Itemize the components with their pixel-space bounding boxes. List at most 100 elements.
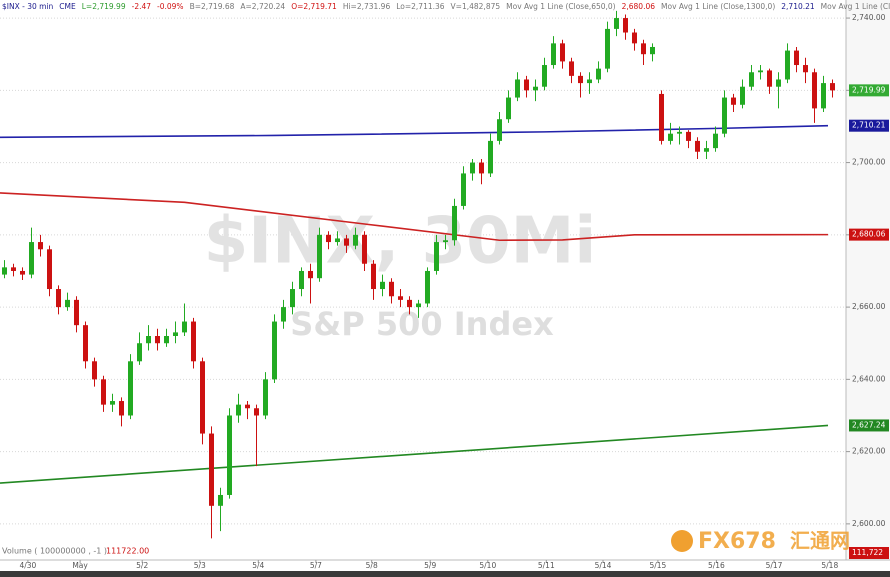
watermark: $INX, 30Mi	[204, 205, 597, 279]
x-tick-label: 5/16	[708, 561, 725, 570]
candle-body	[830, 83, 835, 91]
candle-body	[236, 404, 241, 416]
candle-body	[371, 263, 376, 290]
candle-body	[389, 281, 394, 297]
candle-body	[785, 50, 790, 80]
price-marker-label: 2,719.99	[852, 85, 886, 94]
candle-body	[632, 32, 637, 44]
candle-body	[128, 361, 133, 416]
volume-label: Volume ( 100000000 , -1 )	[2, 547, 107, 556]
candle-body	[596, 68, 601, 80]
candle-body	[605, 28, 610, 69]
candle-body	[146, 336, 151, 344]
subtitle: S&P 500 Index	[290, 305, 554, 343]
candle-body	[11, 267, 16, 271]
x-tick-label: 5/11	[538, 561, 555, 570]
candle-body	[29, 242, 34, 275]
candle-body	[767, 70, 772, 87]
price-marker-box	[849, 84, 889, 97]
volume-value: 111722.00	[106, 547, 149, 556]
header-item: CME	[59, 2, 76, 11]
candle-body	[443, 240, 448, 243]
candle-body	[479, 162, 484, 174]
header-item: V=1,482,875	[451, 2, 501, 11]
candle-body	[560, 43, 565, 62]
candle-body	[488, 140, 493, 174]
candle-body	[434, 242, 439, 271]
logo: FX678 汇通网	[671, 529, 850, 554]
candle-body	[614, 18, 619, 29]
candle-body	[20, 270, 25, 275]
candle-body	[686, 131, 691, 141]
header-item: Lo=2,711.36	[396, 2, 445, 11]
candle-body	[470, 162, 475, 174]
footer-bar	[0, 571, 890, 577]
candle-body	[650, 46, 655, 55]
x-tick-label: 5/9	[424, 561, 436, 570]
candle-body	[65, 299, 70, 308]
header-item: A=2,720.24	[240, 2, 285, 11]
candle-body	[182, 321, 187, 333]
candle-body	[452, 205, 457, 241]
candle-body	[659, 93, 664, 141]
candle-body	[722, 97, 727, 134]
candle-body	[749, 72, 754, 87]
header-item: Mov Avg 1 Line (Close,1300,0)	[661, 2, 775, 11]
candle-body	[326, 234, 331, 243]
candle-body	[353, 234, 358, 246]
candle-body	[218, 494, 223, 506]
candle-body	[569, 61, 574, 76]
price-marker-label: 2,627.24	[852, 420, 886, 429]
candle-body	[254, 408, 259, 416]
y-tick-label: 2,620.00	[852, 447, 886, 456]
candle-body	[335, 238, 340, 243]
price-marker-box	[849, 119, 889, 132]
header-item: -0.09%	[157, 2, 184, 11]
y-tick-label: 2,700.00	[852, 158, 886, 167]
candle-body	[47, 249, 52, 290]
candle-body	[704, 148, 709, 152]
header-item: 2,710.21	[781, 2, 815, 11]
candle-body	[695, 140, 700, 152]
y-tick-label: 2,660.00	[852, 302, 886, 311]
header-item: $INX - 30 min	[2, 2, 54, 11]
candle-body	[731, 97, 736, 105]
candle-body	[317, 234, 322, 279]
price-marker-box	[849, 228, 889, 241]
header-item: O=2,719.71	[291, 2, 337, 11]
candle-body	[515, 79, 520, 98]
candle-body	[812, 72, 817, 109]
candle-body	[641, 43, 646, 55]
candle-body	[227, 415, 232, 495]
logo-cn: 汇通网	[790, 529, 850, 553]
candle-body	[263, 379, 268, 416]
candle-body	[713, 133, 718, 149]
candle-body	[362, 234, 367, 264]
header-item: Hi=2,731.96	[343, 2, 391, 11]
x-tick-label: 5/2	[136, 561, 148, 570]
price-marker-label: 2,710.21	[852, 121, 886, 130]
candle-body	[758, 70, 763, 73]
x-tick-label: 4/30	[19, 561, 36, 570]
candle-body	[83, 325, 88, 362]
header-item: B=2,719.68	[190, 2, 235, 11]
candle-body	[587, 79, 592, 84]
logo-icon	[671, 530, 693, 552]
candle-body	[821, 83, 826, 109]
candle-body	[425, 270, 430, 304]
x-tick-label: 5/15	[649, 561, 666, 570]
candle-body	[524, 79, 529, 91]
price-marker-label: 2,680.06	[852, 230, 886, 239]
candle-body	[794, 50, 799, 66]
candle-body	[533, 86, 538, 91]
candle-body	[245, 404, 250, 409]
x-tick-label: 5/17	[766, 561, 783, 570]
candle-body	[398, 296, 403, 300]
candle-body	[740, 86, 745, 105]
candle-body	[281, 307, 286, 322]
y-tick-label: 2,600.00	[852, 519, 886, 528]
candle-body	[551, 43, 556, 66]
candle-body	[344, 238, 349, 246]
